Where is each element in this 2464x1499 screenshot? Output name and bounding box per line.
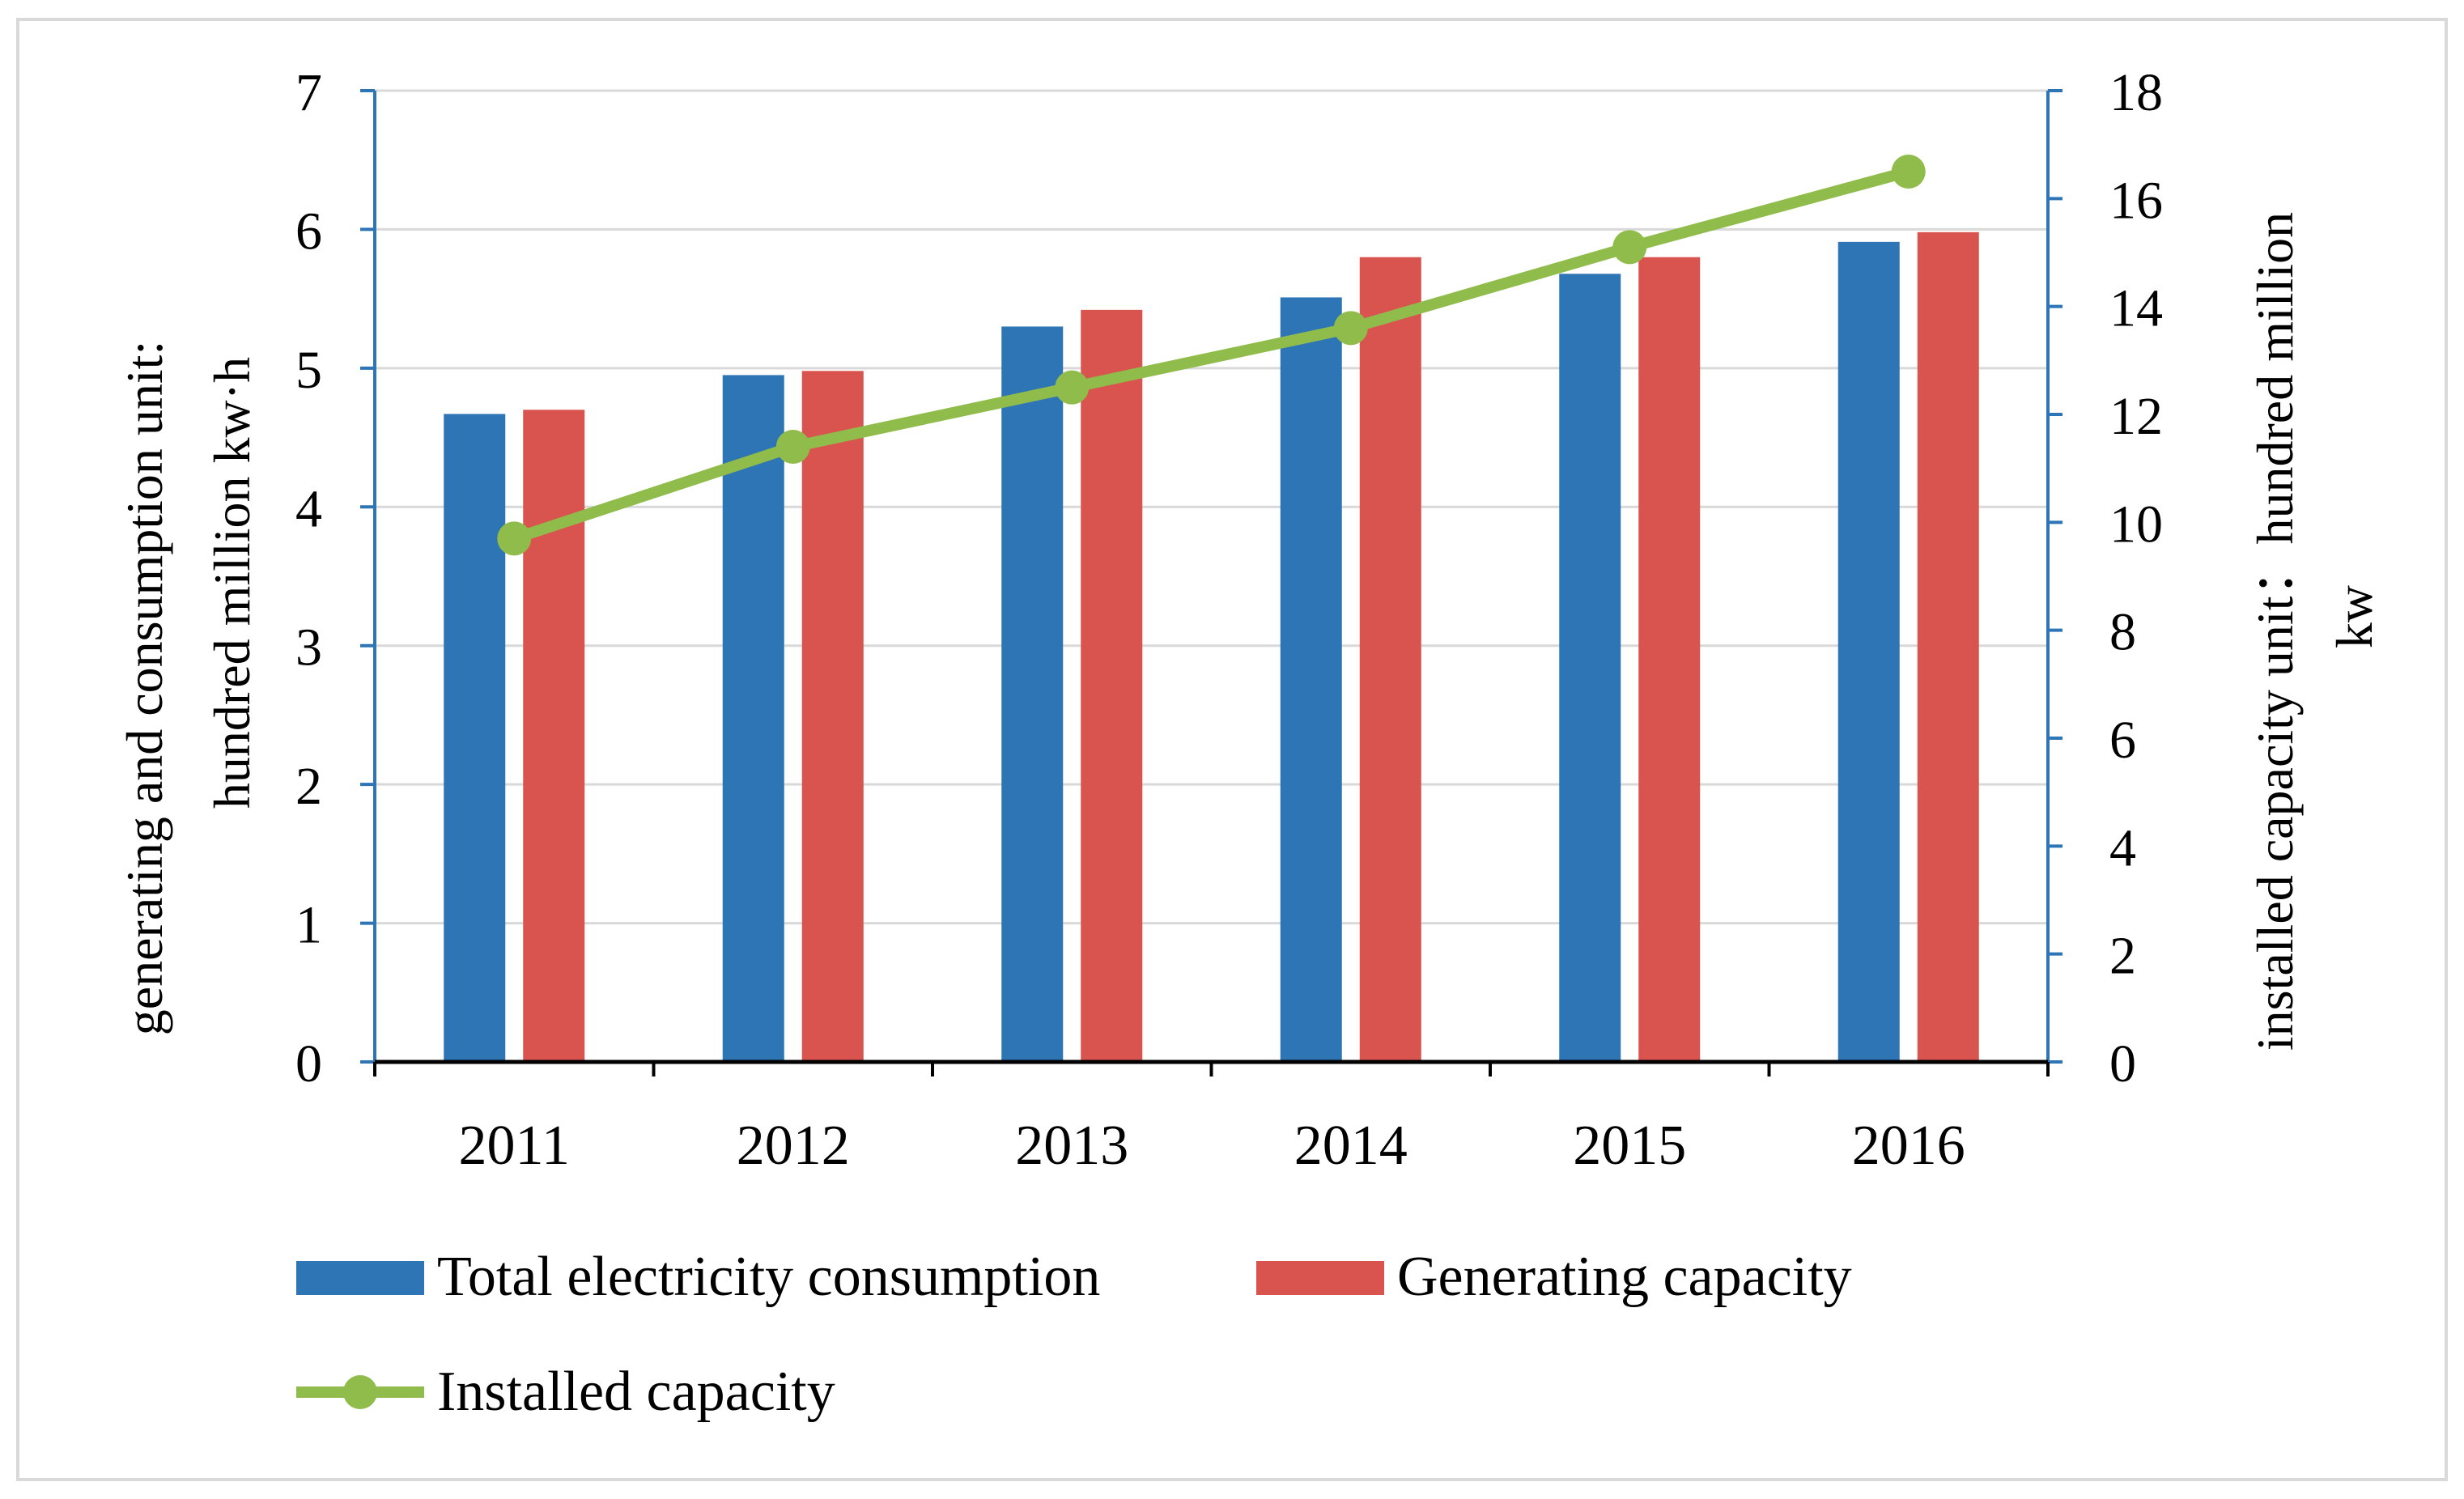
generating-bar-2014 — [1359, 257, 1421, 1062]
x-tick-label-2015: 2015 — [1573, 1115, 1686, 1177]
x-tick-label-2011: 2011 — [459, 1115, 570, 1177]
consumption-bar-2012 — [722, 375, 784, 1062]
left-axis-title-line2: hundred million kw·h — [203, 357, 261, 809]
right-tick-label: 6 — [2109, 711, 2136, 770]
right-tick-label: 16 — [2109, 171, 2163, 230]
left-tick-label: 4 — [295, 479, 322, 538]
right-tick-label: 14 — [2109, 279, 2163, 338]
installed-capacity-point-2014 — [1333, 311, 1368, 346]
left-axis-title-line1: generating and consumption unit: — [116, 341, 173, 1036]
left-tick-label: 3 — [295, 618, 322, 677]
legend-label-installed: Installed capacity — [437, 1361, 835, 1423]
left-tick-label: 1 — [295, 896, 322, 955]
generating-bar-2012 — [801, 371, 864, 1062]
left-tick-label: 7 — [295, 63, 322, 122]
x-tick-label-2013: 2013 — [1015, 1115, 1128, 1177]
left-tick-label: 2 — [295, 757, 322, 816]
gridlines — [375, 89, 2048, 925]
installed-capacity-line — [508, 166, 1914, 545]
installed-capacity-point-2013 — [1055, 370, 1090, 405]
consumption-bar-2011 — [444, 414, 506, 1062]
legend-label-generating: Generating capacity — [1397, 1246, 1852, 1308]
legend-swatch-generating — [1256, 1261, 1384, 1295]
right-tick-label: 8 — [2109, 603, 2136, 662]
x-tick-label-2012: 2012 — [737, 1115, 850, 1177]
installed-capacity-point-2011 — [497, 521, 532, 556]
generating-bar-2011 — [523, 410, 585, 1062]
installed-capacity-point-2012 — [775, 430, 810, 464]
right-axis-title-line2: kw — [2326, 585, 2383, 648]
labels: generating and consumption unit: hundred… — [116, 63, 2383, 1177]
bars — [444, 231, 1979, 1062]
installed-capacity-line-group — [497, 155, 1926, 556]
axes — [360, 89, 2063, 1076]
generating-bar-2013 — [1081, 309, 1143, 1062]
installed-capacity-point-2015 — [1612, 230, 1647, 265]
legend-swatch-consumption — [296, 1261, 424, 1295]
left-tick-label: 6 — [295, 202, 322, 261]
right-tick-label: 2 — [2109, 927, 2136, 986]
consumption-bar-2016 — [1837, 241, 1900, 1062]
generating-bar-2016 — [1917, 231, 1979, 1062]
consumption-bar-2015 — [1559, 274, 1621, 1062]
legend-swatch-installed-marker — [343, 1375, 377, 1409]
right-tick-label: 18 — [2109, 63, 2163, 122]
left-tick-label: 5 — [295, 341, 322, 400]
installed-capacity-point-2016 — [1891, 155, 1926, 189]
x-tick-label-2014: 2014 — [1294, 1115, 1408, 1177]
chart-frame — [16, 18, 2448, 1481]
x-tick-label-2016: 2016 — [1852, 1115, 1965, 1177]
generating-bar-2015 — [1638, 257, 1701, 1062]
legend: Total electricity consumption Generating… — [296, 1246, 1852, 1423]
right-tick-label: 4 — [2109, 818, 2136, 877]
right-tick-label: 10 — [2109, 495, 2163, 554]
legend-label-consumption: Total electricity consumption — [437, 1246, 1100, 1308]
right-axis-title-line1: installed capacity unit：hundred million — [2246, 212, 2304, 1051]
right-tick-label: 12 — [2109, 387, 2163, 446]
left-tick-label: 0 — [295, 1034, 322, 1093]
right-tick-label: 0 — [2109, 1034, 2136, 1093]
consumption-bar-2014 — [1280, 297, 1342, 1062]
consumption-bar-2013 — [1001, 326, 1064, 1062]
